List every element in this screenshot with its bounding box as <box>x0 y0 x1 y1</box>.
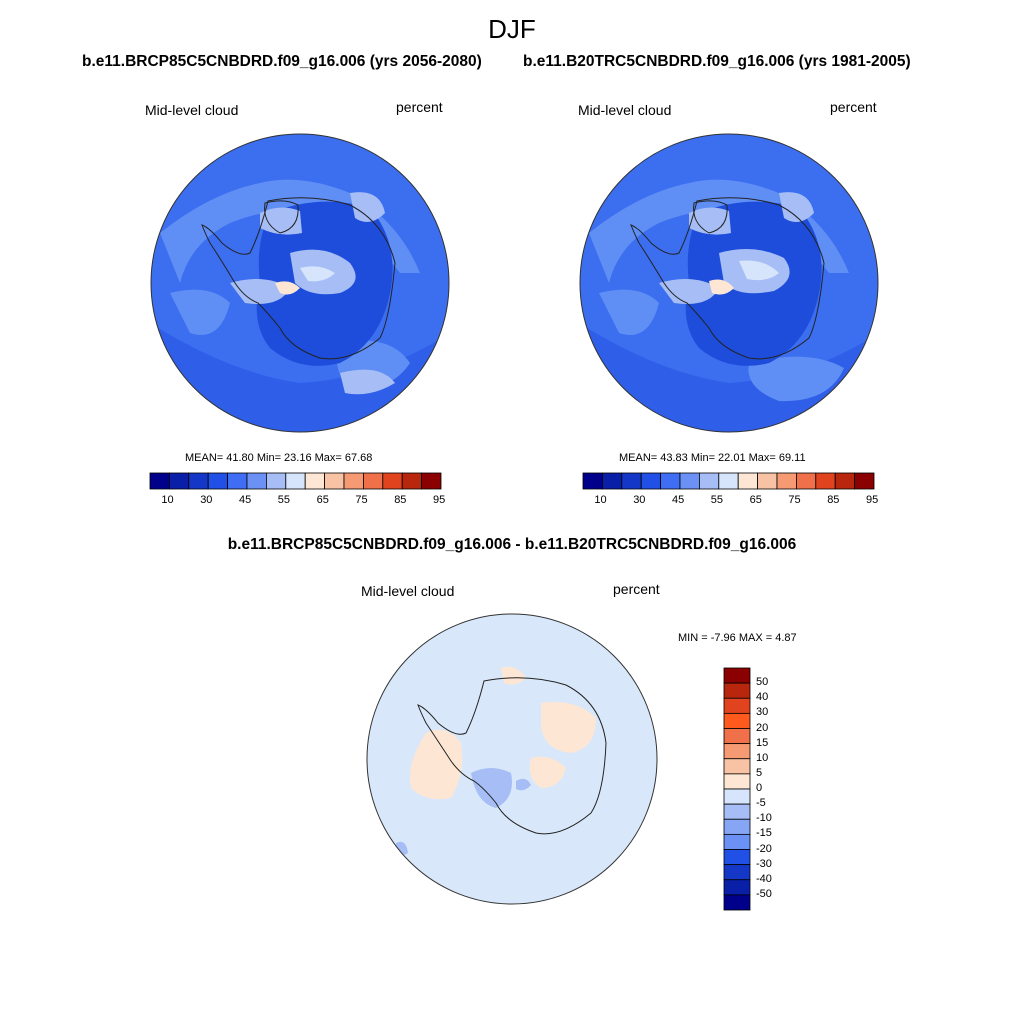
difference-colorbar-swatch <box>723 667 751 684</box>
left-variable-label: Mid-level cloud <box>145 102 239 118</box>
future-colorbar-tick-label: 10 <box>161 494 174 506</box>
difference-colorbar-swatch <box>723 712 751 729</box>
historical-colorbar-tick-label: 10 <box>594 494 607 506</box>
future-colorbar-swatch <box>149 472 170 490</box>
difference-colorbar-tick-label: 0 <box>756 782 763 794</box>
left-units-label: percent <box>396 99 443 115</box>
difference-colorbar-tick-label: -30 <box>756 857 772 870</box>
historical-colorbar-swatch <box>660 472 681 490</box>
future-colorbar-swatch <box>188 472 209 490</box>
difference-colorbar-swatch <box>723 682 751 699</box>
historical-colorbar-swatch <box>640 472 662 490</box>
historical-polar-map <box>579 133 879 433</box>
historical-colorbar <box>582 472 875 490</box>
difference-stats: MIN = -7.96 MAX = 4.87 <box>678 632 797 644</box>
future-colorbar-tick-label: 55 <box>277 494 291 506</box>
future-stats: MEAN= 41.80 Min= 23.16 Max= 67.68 <box>185 452 373 464</box>
historical-colorbar-swatch <box>621 472 642 490</box>
difference-colorbar-tick-label: -40 <box>756 872 772 885</box>
difference-colorbar-swatch <box>723 773 751 790</box>
difference-colorbar-swatch <box>723 697 751 714</box>
difference-colorbar-tick-label: 5 <box>756 766 763 779</box>
right-panel-title: b.e11.B20TRC5CNBDRD.f09_g16.006 (yrs 198… <box>523 53 911 70</box>
future-colorbar-swatch <box>362 472 384 490</box>
difference-colorbar-swatch <box>723 864 751 881</box>
difference-colorbar-ticks: 50 40 30 20 15 10 5 0 -5 -10 -15 -20 -30 -40 -50 <box>756 668 796 910</box>
season-title: DJF <box>488 14 536 44</box>
future-colorbar-swatch <box>382 472 403 490</box>
historical-colorbar-tick-label: 65 <box>749 494 762 506</box>
future-colorbar <box>149 472 442 490</box>
difference-colorbar-tick-label: -5 <box>756 797 766 810</box>
diff-units-label: percent <box>613 581 660 597</box>
difference-colorbar-tick-label: 10 <box>756 751 769 764</box>
future-polar-map <box>150 133 450 433</box>
right-units-label: percent <box>830 99 877 115</box>
future-colorbar-tick-label: 45 <box>239 494 252 506</box>
historical-colorbar-swatch <box>757 472 778 490</box>
future-colorbar-swatch <box>324 472 345 490</box>
historical-colorbar-tick-label: 75 <box>788 494 801 506</box>
difference-colorbar-swatch <box>723 879 751 896</box>
difference-polar-map <box>366 613 658 905</box>
historical-colorbar-swatch <box>699 472 720 490</box>
difference-colorbar-tick-label: -10 <box>756 812 772 825</box>
future-colorbar-tick-label: 30 <box>200 494 213 506</box>
difference-colorbar-tick-label: 40 <box>756 691 769 704</box>
historical-colorbar-tick-label: 30 <box>633 494 646 506</box>
difference-colorbar-tick-label: -15 <box>756 827 772 840</box>
difference-title: b.e11.BRCP85C5CNBDRD.f09_g16.006 - b.e11… <box>227 536 797 553</box>
difference-colorbar-tick-label: -50 <box>756 887 772 900</box>
future-colorbar-swatch <box>246 472 267 490</box>
future-colorbar-tick-label: 65 <box>316 494 329 506</box>
future-colorbar-swatch <box>285 472 306 490</box>
future-colorbar-swatch <box>168 472 190 490</box>
future-colorbar-tick-label: 95 <box>433 494 446 506</box>
difference-colorbar-tick-label: 15 <box>756 736 769 749</box>
historical-colorbar-swatch <box>795 472 817 490</box>
historical-colorbar-tick-label: 95 <box>866 494 879 506</box>
right-variable-label: Mid-level cloud <box>578 102 672 118</box>
difference-colorbar-tick-label: -20 <box>756 842 772 855</box>
difference-colorbar-swatch <box>723 788 751 805</box>
historical-colorbar-swatch <box>737 472 758 490</box>
difference-colorbar-swatch <box>723 849 751 866</box>
future-colorbar-swatch <box>304 472 325 490</box>
historical-colorbar-tick-label: 45 <box>672 494 685 506</box>
difference-colorbar-tick-label: 20 <box>756 721 769 734</box>
future-colorbar-tick-label: 85 <box>394 494 407 506</box>
historical-colorbar-swatch <box>718 472 739 490</box>
diff-variable-label: Mid-level cloud <box>361 583 455 599</box>
future-colorbar-swatch <box>207 472 229 490</box>
difference-colorbar-tick-label: 30 <box>756 706 769 719</box>
future-colorbar-ticks: 10 30 45 55 65 75 85 95 <box>150 494 445 508</box>
difference-colorbar-swatch <box>723 833 751 850</box>
difference-colorbar-swatch <box>723 894 751 911</box>
historical-colorbar-ticks: 10 30 45 55 65 75 85 95 <box>583 494 878 508</box>
left-panel-title: b.e11.BRCP85C5CNBDRD.f09_g16.006 (yrs 20… <box>82 53 482 70</box>
difference-colorbar-swatch <box>723 758 751 775</box>
historical-colorbar-tick-label: 85 <box>827 494 840 506</box>
historical-colorbar-swatch <box>601 472 623 490</box>
difference-colorbar-swatch <box>723 743 751 760</box>
historical-colorbar-swatch <box>679 472 700 490</box>
historical-colorbar-tick-label: 55 <box>710 494 724 506</box>
difference-colorbar <box>723 667 751 911</box>
difference-colorbar-swatch <box>723 728 751 745</box>
historical-colorbar-swatch <box>854 472 875 490</box>
difference-colorbar-tick-label: 50 <box>756 676 769 689</box>
historical-colorbar-swatch <box>776 472 797 490</box>
historical-colorbar-swatch <box>582 472 603 490</box>
future-colorbar-swatch <box>227 472 248 490</box>
future-colorbar-swatch <box>343 472 364 490</box>
future-colorbar-swatch <box>401 472 422 490</box>
future-colorbar-swatch <box>421 472 442 490</box>
difference-colorbar-swatch <box>723 803 751 820</box>
historical-stats: MEAN= 43.83 Min= 22.01 Max= 69.11 <box>619 452 806 464</box>
future-colorbar-tick-label: 75 <box>355 494 368 506</box>
future-colorbar-swatch <box>266 472 287 490</box>
historical-colorbar-swatch <box>834 472 855 490</box>
historical-colorbar-swatch <box>815 472 836 490</box>
difference-colorbar-swatch <box>723 818 751 835</box>
